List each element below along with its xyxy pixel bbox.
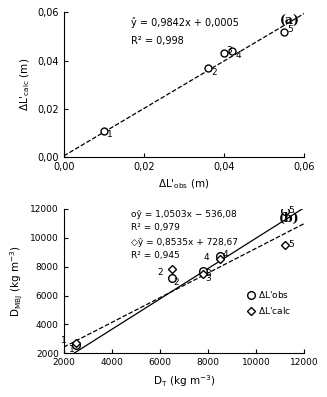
Text: ŷ = 0,9842x + 0,0005: ŷ = 0,9842x + 0,0005 (131, 17, 239, 28)
Text: 4: 4 (235, 51, 241, 60)
Text: R² = 0,998: R² = 0,998 (131, 35, 184, 46)
Y-axis label: $\Delta$L'$_\mathrm{calc}$ (m): $\Delta$L'$_\mathrm{calc}$ (m) (18, 58, 32, 111)
Text: oŷ = 1,0503x − 536,08: oŷ = 1,0503x − 536,08 (131, 210, 237, 219)
Y-axis label: D$_\mathrm{MBJ}$ (kg m$^{-3}$): D$_\mathrm{MBJ}$ (kg m$^{-3}$) (8, 245, 25, 317)
Text: 5: 5 (289, 206, 294, 214)
Text: 2: 2 (211, 68, 217, 77)
Text: (b): (b) (279, 212, 300, 224)
Text: 1: 1 (69, 345, 74, 355)
Text: 2: 2 (173, 278, 179, 287)
Text: 4: 4 (203, 252, 209, 262)
Text: 1: 1 (107, 130, 113, 139)
Text: 1: 1 (61, 336, 67, 345)
Text: (a): (a) (280, 15, 300, 28)
Text: R² = 0,979: R² = 0,979 (131, 223, 180, 232)
Text: 3: 3 (206, 269, 212, 278)
X-axis label: $\Delta$L'$_\mathrm{obs}$ (m): $\Delta$L'$_\mathrm{obs}$ (m) (158, 177, 210, 191)
Text: 3: 3 (226, 46, 232, 56)
Legend: $\Delta$L'obs, $\Delta$L'calc: $\Delta$L'obs, $\Delta$L'calc (244, 285, 295, 320)
Text: 5: 5 (289, 240, 294, 249)
Text: 2: 2 (158, 268, 163, 277)
Text: ◇ŷ = 0,8535x + 728,67: ◇ŷ = 0,8535x + 728,67 (131, 237, 238, 247)
Text: 4: 4 (223, 250, 228, 259)
Text: 3: 3 (206, 274, 212, 283)
X-axis label: D$_\mathrm{T}$ (kg m$^{-3}$): D$_\mathrm{T}$ (kg m$^{-3}$) (153, 373, 215, 389)
Text: R² = 0,945: R² = 0,945 (131, 251, 180, 260)
Text: 5: 5 (287, 25, 293, 34)
